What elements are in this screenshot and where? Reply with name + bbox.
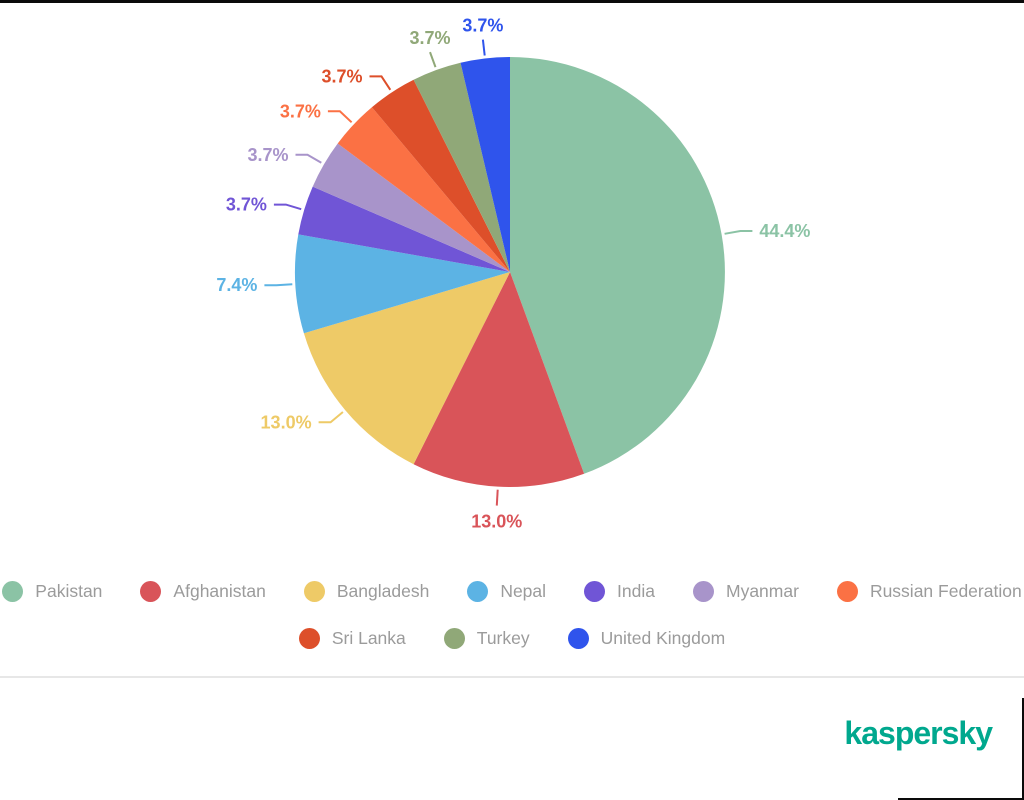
legend-swatch-icon bbox=[836, 581, 858, 602]
legend-label: Pakistan bbox=[35, 581, 103, 601]
legend-label: Afghanistan bbox=[173, 581, 266, 601]
legend-item-myanmar[interactable]: Myanmar bbox=[693, 581, 799, 602]
legend-swatch-icon bbox=[467, 581, 489, 602]
legend-label: India bbox=[617, 581, 655, 601]
footer: kaspersky bbox=[0, 677, 1024, 800]
right-border bbox=[1022, 698, 1024, 800]
legend-swatch-icon bbox=[693, 581, 714, 602]
value-label-sri-lanka: 3.7% bbox=[321, 66, 362, 86]
chart-legend: Pakistan Afghanistan Bangladesh Nepal India M… bbox=[0, 581, 1024, 649]
legend-item-united-kingdom[interactable]: United Kingdom bbox=[567, 628, 726, 649]
label-line-india bbox=[273, 203, 302, 211]
pie-slice-myanmar[interactable] bbox=[312, 143, 510, 273]
pie-chart: 44.4%13.0%13.0%7.4%3.7%3.7%3.7%3.7%3.7%3… bbox=[216, 16, 810, 532]
pie-slice-india[interactable] bbox=[298, 186, 510, 272]
legend-label: Bangladesh bbox=[336, 581, 430, 601]
legend-item-pakistan[interactable]: Pakistan bbox=[2, 581, 102, 602]
legend-swatch-icon bbox=[443, 628, 465, 649]
legend-label: United Kingdom bbox=[600, 628, 726, 648]
label-line-nepal bbox=[264, 283, 293, 287]
pie-slice-united-kingdom[interactable] bbox=[460, 57, 511, 272]
top-border bbox=[0, 0, 1024, 3]
label-line-russian-federation bbox=[327, 110, 353, 124]
value-label-pakistan: 44.4% bbox=[759, 221, 810, 241]
legend-label: Myanmar bbox=[726, 581, 799, 601]
legend-item-russian-federation[interactable]: Russian Federation bbox=[836, 581, 1022, 602]
pie-slice-bangladesh[interactable] bbox=[303, 272, 510, 465]
pie-slice-afghanistan[interactable] bbox=[413, 272, 585, 487]
value-label-nepal: 7.4% bbox=[216, 275, 257, 295]
legend-item-india[interactable]: India bbox=[584, 581, 655, 602]
value-label-myanmar: 3.7% bbox=[247, 145, 288, 165]
legend-label: Sri Lanka bbox=[331, 628, 406, 648]
footer-divider bbox=[0, 676, 1024, 678]
legend-item-afghanistan[interactable]: Afghanistan bbox=[140, 581, 266, 602]
legend-swatch-icon bbox=[298, 628, 320, 649]
label-line-pakistan bbox=[724, 230, 753, 235]
value-label-united-kingdom: 3.7% bbox=[462, 16, 503, 36]
label-line-myanmar bbox=[295, 153, 322, 164]
bottom-border bbox=[898, 798, 1024, 800]
label-line-bangladesh bbox=[318, 411, 344, 424]
legend-label: Turkey bbox=[476, 628, 530, 648]
legend-item-bangladesh[interactable]: Bangladesh bbox=[303, 581, 430, 602]
legend-swatch-icon bbox=[303, 581, 325, 602]
value-label-turkey: 3.7% bbox=[409, 28, 450, 48]
legend-item-nepal[interactable]: Nepal bbox=[467, 581, 546, 602]
label-line-afghanistan bbox=[495, 489, 499, 506]
value-label-russian-federation: 3.7% bbox=[280, 101, 321, 121]
value-label-bangladesh: 13.0% bbox=[261, 412, 312, 432]
pie-slice-sri-lanka[interactable] bbox=[371, 79, 510, 272]
legend-row: Sri Lanka Turkey United Kingdom bbox=[0, 628, 1024, 649]
legend-label: Nepal bbox=[500, 581, 547, 601]
pie-slice-nepal[interactable] bbox=[294, 234, 510, 334]
value-label-afghanistan: 13.0% bbox=[471, 512, 522, 532]
label-line-turkey bbox=[429, 51, 437, 68]
legend-swatch-icon bbox=[567, 628, 589, 649]
kaspersky-logo: kaspersky bbox=[844, 715, 993, 751]
legend-swatch-icon bbox=[2, 581, 24, 602]
label-line-sri-lanka bbox=[369, 75, 392, 91]
value-label-india: 3.7% bbox=[226, 195, 267, 215]
pie-slice-turkey[interactable] bbox=[413, 62, 510, 272]
legend-row: Pakistan Afghanistan Bangladesh Nepal India M… bbox=[0, 581, 1024, 602]
legend-item-sri-lanka[interactable]: Sri Lanka bbox=[298, 628, 406, 649]
legend-swatch-icon bbox=[584, 581, 606, 602]
legend-item-turkey[interactable]: Turkey bbox=[443, 628, 530, 649]
legend-label: Russian Federation bbox=[869, 581, 1022, 601]
pie-slice-russian-federation[interactable] bbox=[337, 107, 510, 272]
pie-slice-pakistan[interactable] bbox=[510, 57, 725, 474]
legend-swatch-icon bbox=[140, 581, 162, 602]
label-line-united-kingdom bbox=[481, 39, 486, 56]
